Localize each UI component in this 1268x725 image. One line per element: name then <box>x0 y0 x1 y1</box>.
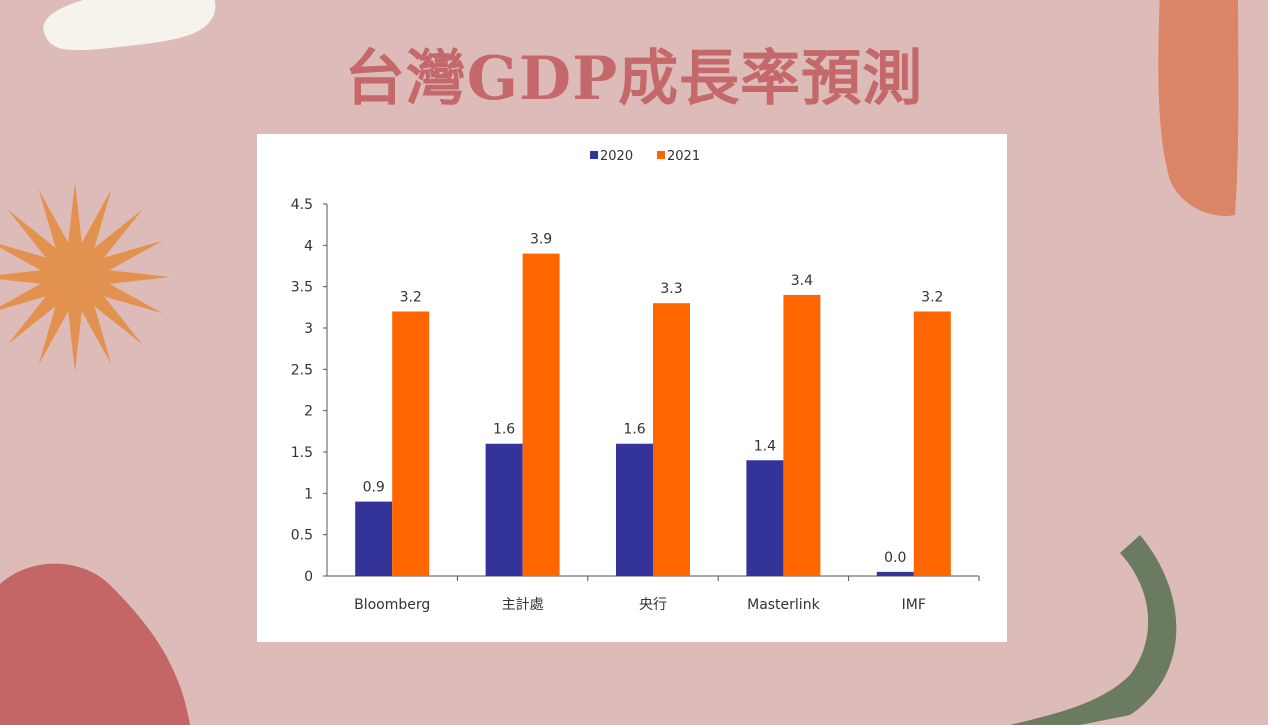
chart-svg: 2020 2021 0 0.5 1 1.5 2 2.5 3 3.5 4 4.5 Bloomberg 0.9… <box>291 149 980 613</box>
y-tick-label: 2 <box>304 404 313 420</box>
y-tick-label: 3 <box>304 321 313 337</box>
data-label: 0.9 <box>363 480 385 496</box>
data-label: 3.2 <box>921 289 943 305</box>
bar-2021 <box>783 294 821 576</box>
data-label: 3.9 <box>530 232 552 248</box>
y-tick-label: 1.5 <box>291 445 313 461</box>
bar-2021 <box>913 311 951 576</box>
data-label: 3.3 <box>660 281 682 297</box>
legend-swatch <box>657 151 665 159</box>
data-label: 3.4 <box>791 273 813 289</box>
x-tick-label: 央行 <box>639 597 667 613</box>
sun-decoration <box>0 182 170 372</box>
data-label: 3.2 <box>400 289 422 305</box>
orange-shape-decoration <box>1158 0 1239 216</box>
x-tick-label: Bloomberg <box>354 597 430 613</box>
data-label: 1.4 <box>754 438 776 454</box>
y-tick-label: 0.5 <box>291 528 313 544</box>
bar-2021 <box>653 303 690 576</box>
slide-title: 台灣GDP成長率預測 <box>344 44 924 114</box>
green-arc-decoration <box>1010 535 1177 725</box>
cream-blob-decoration <box>43 0 216 51</box>
legend-label: 2020 <box>600 149 633 164</box>
bar-2021 <box>522 253 560 576</box>
legend-item-2020: 2020 <box>590 149 633 164</box>
legend-swatch <box>590 151 598 159</box>
y-tick-label: 4 <box>304 238 313 254</box>
data-label: 1.6 <box>493 422 515 438</box>
y-tick-label: 2.5 <box>291 362 313 378</box>
y-tick-label: 0 <box>304 569 313 585</box>
data-label: 0.0 <box>884 550 906 566</box>
x-tick-label: IMF <box>902 597 926 613</box>
bar-2021 <box>392 311 430 576</box>
legend-item-2021: 2021 <box>657 149 700 164</box>
bar-2020 <box>876 571 914 576</box>
y-tick-label: 3.5 <box>291 280 313 296</box>
bar-2020 <box>746 460 784 576</box>
legend-label: 2021 <box>667 149 700 164</box>
bar-2020 <box>616 443 653 576</box>
y-tick-label: 4.5 <box>291 197 313 213</box>
bar-chart: 2020 2021 0 0.5 1 1.5 2 2.5 3 3.5 4 4.5 Bloomberg 0.9… <box>257 134 1007 642</box>
y-tick-label: 1 <box>304 486 313 502</box>
data-label: 1.6 <box>623 422 645 438</box>
red-blob-decoration <box>0 563 190 725</box>
bar-2020 <box>485 443 523 576</box>
x-tick-label: Masterlink <box>747 597 820 613</box>
bar-2020 <box>355 501 393 576</box>
x-tick-label: 主計處 <box>502 597 544 613</box>
